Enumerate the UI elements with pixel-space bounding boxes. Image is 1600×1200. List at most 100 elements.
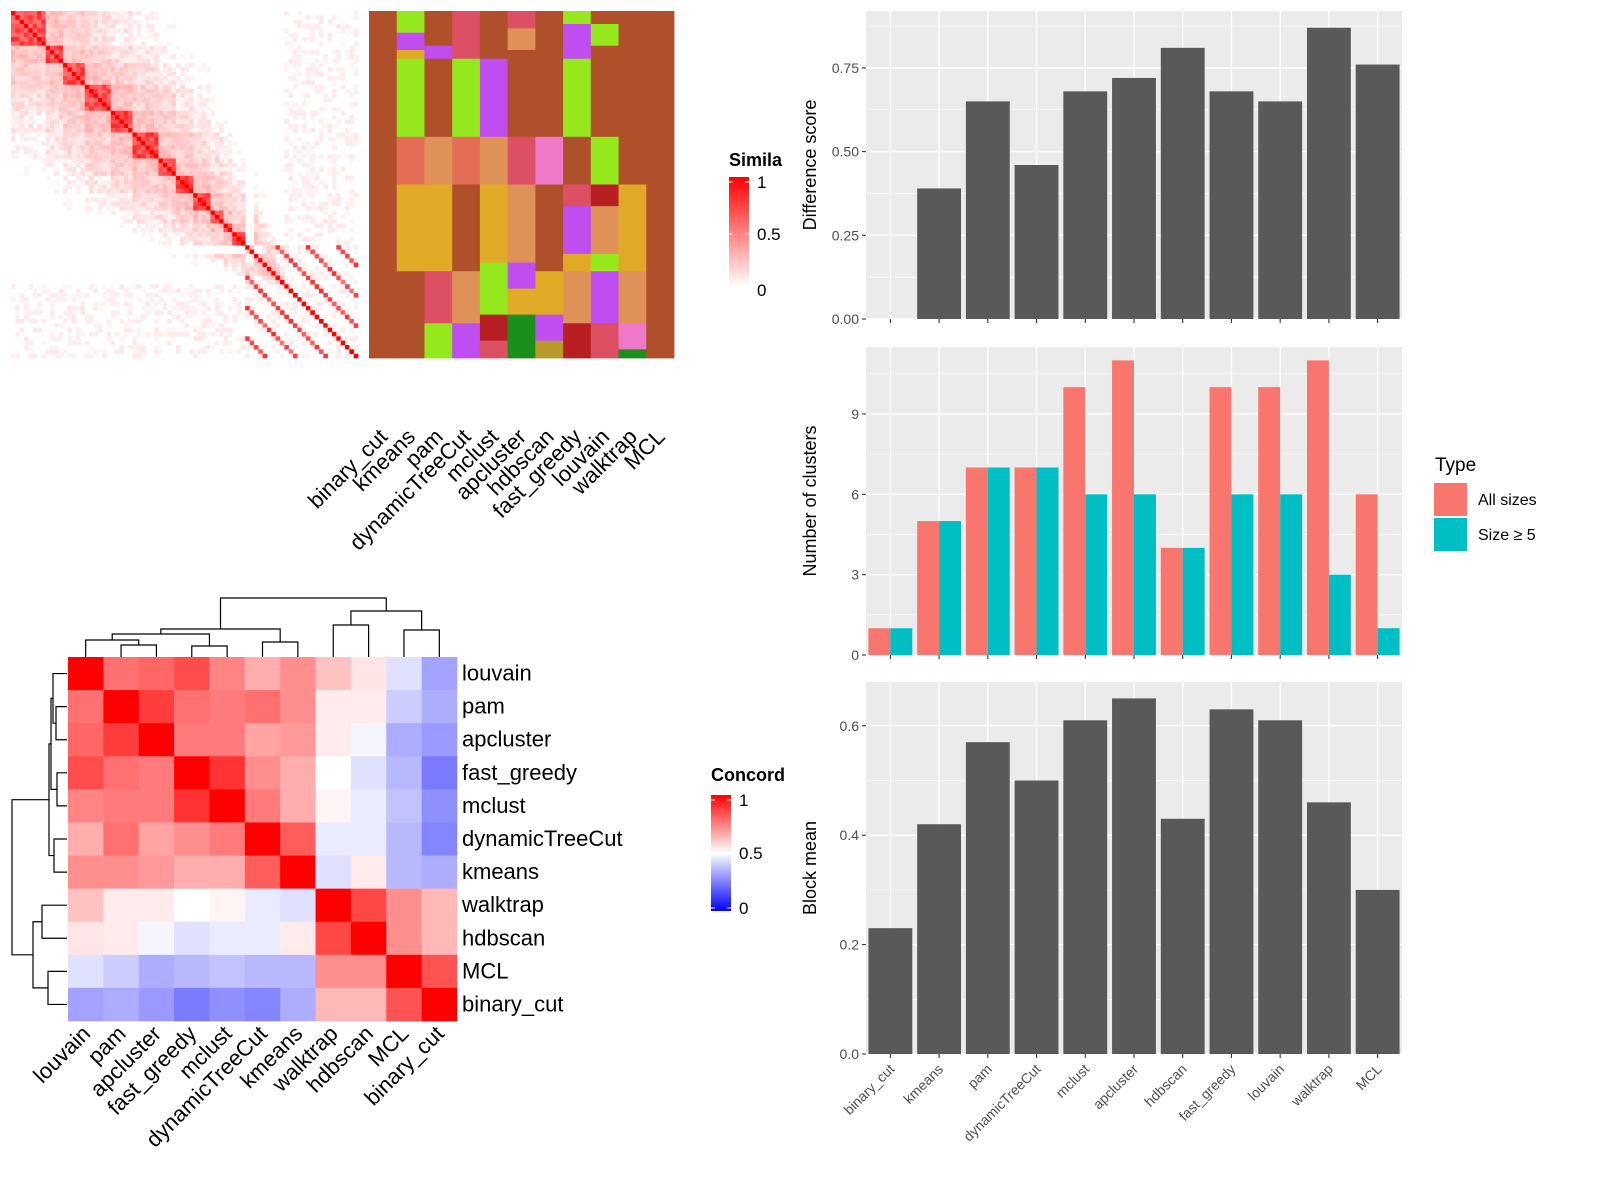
similarity-cell [171,89,177,94]
similarity-cell [19,145,25,151]
x-tick-label: kmeans [900,1061,946,1107]
similarity-cell [284,136,289,142]
similarity-cell [314,171,320,177]
similarity-cell [331,167,337,172]
similarity-cell [214,193,220,198]
similarity-cell [15,305,20,311]
similarity-cell [193,240,198,246]
similarity-cell [145,162,151,168]
similarity-cell [353,292,359,298]
concordance-cell [103,921,140,956]
similarity-cell [292,323,298,328]
concordance-cell [244,756,281,790]
annotation-cell [507,262,536,289]
similarity-cell [106,50,112,55]
similarity-cell [327,340,333,346]
annotation-cell [452,58,481,138]
similarity-cell [115,197,120,203]
similarity-cell [24,41,29,46]
similarity-cell [331,305,337,311]
similarity-cell [123,180,129,185]
concordance-cell [386,987,422,1022]
similarity-cell [132,119,138,125]
concordance-cell [386,954,422,989]
similarity-cell [93,106,99,112]
similarity-cell [119,318,125,324]
annotation-cell [563,271,592,324]
similarity-cell [32,58,38,64]
annotation-cell [563,24,592,60]
similarity-cell [349,45,354,51]
similarity-cell [119,93,125,99]
similarity-cell [349,63,354,68]
similarity-cell [297,314,302,320]
similarity-cell [54,353,60,359]
similarity-cell [305,236,311,242]
similarity-cell [132,97,138,103]
similarity-cell [149,76,155,81]
similarity-cell [180,219,185,224]
similarity-cell [84,162,90,168]
similarity-cell [149,71,155,77]
similarity-cell [50,349,55,354]
similarity-cell [193,223,198,229]
similarity-cell [54,344,60,350]
similarity-cell [314,223,320,229]
similarity-cell [240,197,246,203]
similarity-cell [318,63,324,68]
similarity-cell [305,227,311,233]
similarity-cell [253,227,259,233]
similarity-cell [11,76,16,81]
similarity-cell [67,89,73,94]
similarity-cell [275,271,281,276]
concordance-heatmap-body [68,657,458,1022]
similarity-cell [210,219,216,224]
similarity-cell [154,128,159,133]
x-tick-label: MCL [1353,1061,1385,1093]
similarity-cell [232,175,237,181]
similarity-cell [123,145,129,151]
similarity-cell [106,197,112,203]
similarity-cell [123,123,129,129]
similarity-cell [19,106,25,112]
similarity-cell [266,271,272,276]
similarity-cell [336,297,341,302]
similarity-cell [110,128,116,133]
similarity-cell [154,54,159,60]
similarity-cell [136,193,142,198]
similarity-cell [193,206,198,211]
similarity-cell [28,89,33,94]
similarity-cell [50,149,55,155]
similarity-cell [28,145,33,151]
similarity-cell [80,45,86,51]
similarity-cell [236,288,242,294]
similarity-cell [102,188,107,194]
similarity-cell [297,54,302,60]
similarity-cell [288,58,294,64]
concordance-row-dendrogram [11,672,67,1006]
similarity-cell [301,284,307,289]
similarity-cell [41,93,46,99]
similarity-cell [240,184,246,190]
similarity-cell [301,145,307,151]
similarity-cell [45,32,51,38]
bar-all-sizes [1063,387,1086,655]
similarity-cell [154,310,159,315]
similarity-cell [71,318,77,324]
similarity-cell [63,24,68,29]
similarity-cell [11,119,16,125]
similarity-cell [323,331,328,337]
similarity-cell [106,110,112,116]
similarity-cell [106,171,112,177]
similarity-cell [292,253,298,259]
similarity-cell [323,353,328,359]
similarity-cell [128,19,133,25]
similarity-cell [32,63,38,68]
similarity-cell [331,219,337,224]
similarity-cell [180,145,185,151]
bar [1112,77,1156,320]
concordance-cell [315,954,352,989]
similarity-cell [188,314,194,320]
similarity-cell [236,227,242,233]
similarity-cell [80,67,86,73]
